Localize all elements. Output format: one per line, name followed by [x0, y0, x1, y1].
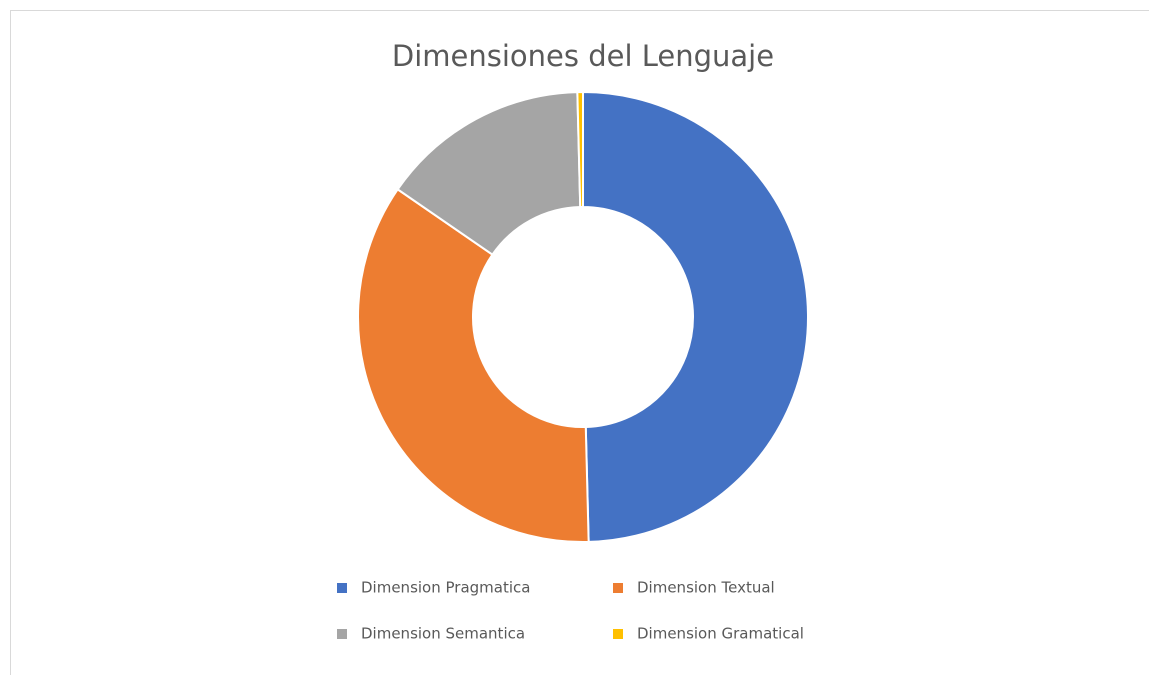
- legend-label: Dimension Semantica: [361, 625, 525, 643]
- legend-swatch: [337, 583, 347, 593]
- legend-swatch: [613, 583, 623, 593]
- legend-label: Dimension Gramatical: [637, 625, 804, 643]
- legend-swatch: [337, 629, 347, 639]
- legend-label: Dimension Pragmatica: [361, 579, 530, 597]
- legend-swatch: [613, 629, 623, 639]
- legend-label: Dimension Textual: [637, 579, 775, 597]
- chart-title: Dimensiones del Lenguaje: [392, 39, 774, 73]
